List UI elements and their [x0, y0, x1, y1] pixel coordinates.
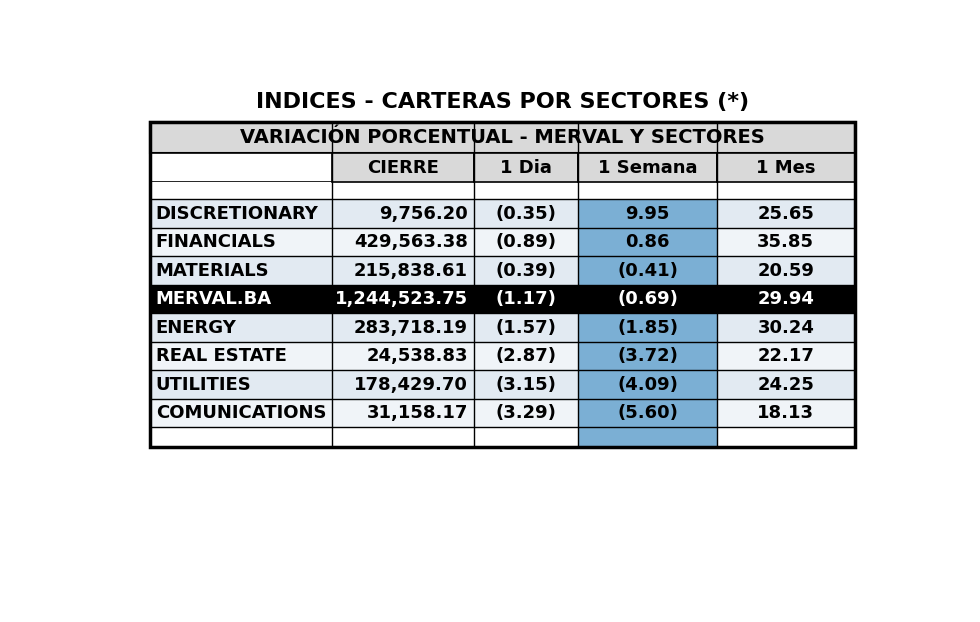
Text: 9.95: 9.95 [625, 205, 669, 223]
Text: 31,158.17: 31,158.17 [367, 404, 467, 422]
Text: 35.85: 35.85 [758, 233, 814, 251]
Bar [150, 228, 855, 256]
Text: (2.87): (2.87) [496, 347, 557, 365]
Bar [578, 370, 716, 399]
Text: 22.17: 22.17 [758, 347, 814, 365]
Text: 24,538.83: 24,538.83 [367, 347, 467, 365]
Bar [578, 256, 716, 285]
Text: 1 Mes: 1 Mes [756, 159, 815, 177]
Text: CIERRE: CIERRE [367, 159, 439, 177]
Text: 0.86: 0.86 [625, 233, 669, 251]
Text: (3.29): (3.29) [496, 404, 557, 422]
Text: VARIACIÓN PORCENTUAL - MERVAL Y SECTORES: VARIACIÓN PORCENTUAL - MERVAL Y SECTORES [240, 128, 764, 147]
Bar [150, 285, 855, 313]
Text: 18.13: 18.13 [758, 404, 814, 422]
Text: (3.72): (3.72) [617, 347, 678, 365]
Bar [150, 123, 855, 447]
Text: 29.94: 29.94 [758, 290, 814, 308]
Text: 429,563.38: 429,563.38 [354, 233, 467, 251]
Text: (0.69): (0.69) [617, 290, 678, 308]
Bar [150, 123, 855, 153]
Text: (0.39): (0.39) [496, 262, 557, 280]
Text: 215,838.61: 215,838.61 [354, 262, 467, 280]
Text: (3.15): (3.15) [496, 376, 557, 394]
Text: 24.25: 24.25 [758, 376, 814, 394]
Bar [150, 153, 855, 182]
Bar [578, 228, 716, 256]
Bar [150, 313, 855, 342]
Text: 9,756.20: 9,756.20 [379, 205, 467, 223]
Bar [716, 153, 855, 182]
Bar [150, 256, 855, 285]
Text: 20.59: 20.59 [758, 262, 814, 280]
Text: ENERGY: ENERGY [156, 318, 237, 337]
Bar [578, 153, 716, 182]
Bar [150, 200, 855, 228]
Text: (5.60): (5.60) [617, 404, 678, 422]
Text: MATERIALS: MATERIALS [156, 262, 270, 280]
Bar [150, 342, 855, 370]
Bar [150, 182, 855, 200]
Bar [578, 200, 716, 228]
Bar [474, 153, 578, 182]
Text: 30.24: 30.24 [758, 318, 814, 337]
Text: 283,718.19: 283,718.19 [354, 318, 467, 337]
Text: (1.17): (1.17) [496, 290, 557, 308]
Text: 1 Semana: 1 Semana [598, 159, 698, 177]
Bar [578, 399, 716, 427]
Text: (0.89): (0.89) [496, 233, 557, 251]
Text: 25.65: 25.65 [758, 205, 814, 223]
Text: DISCRETIONARY: DISCRETIONARY [156, 205, 318, 223]
Text: INDICES - CARTERAS POR SECTORES (*): INDICES - CARTERAS POR SECTORES (*) [256, 91, 749, 111]
Bar [150, 370, 855, 399]
Bar [150, 427, 855, 447]
Text: FINANCIALS: FINANCIALS [156, 233, 276, 251]
Bar [578, 342, 716, 370]
Text: REAL ESTATE: REAL ESTATE [156, 347, 287, 365]
Bar [150, 123, 855, 447]
Bar [578, 313, 716, 342]
Text: COMUNICATIONS: COMUNICATIONS [156, 404, 326, 422]
Text: 1 Dia: 1 Dia [501, 159, 552, 177]
Text: (0.41): (0.41) [617, 262, 678, 280]
Text: 1,244,523.75: 1,244,523.75 [335, 290, 467, 308]
Text: 178,429.70: 178,429.70 [354, 376, 467, 394]
Text: (4.09): (4.09) [617, 376, 678, 394]
Text: MERVAL.BA: MERVAL.BA [156, 290, 272, 308]
Text: (1.57): (1.57) [496, 318, 557, 337]
Bar [150, 399, 855, 427]
Text: UTILITIES: UTILITIES [156, 376, 252, 394]
Text: (1.85): (1.85) [617, 318, 678, 337]
Bar [578, 427, 716, 447]
Text: (0.35): (0.35) [496, 205, 557, 223]
Bar [331, 153, 474, 182]
